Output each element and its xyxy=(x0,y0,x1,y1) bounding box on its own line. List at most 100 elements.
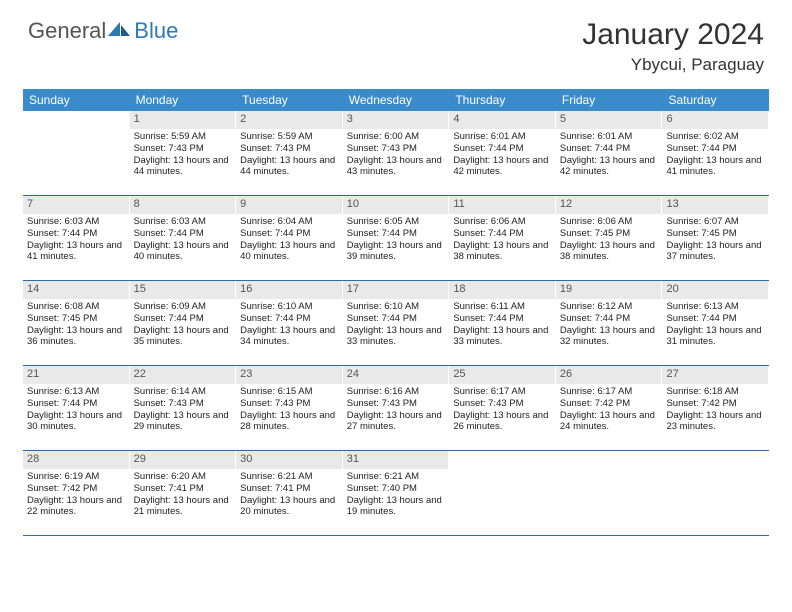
calendar-day: 31Sunrise: 6:21 AMSunset: 7:40 PMDayligh… xyxy=(343,451,450,535)
calendar-week: 14Sunrise: 6:08 AMSunset: 7:45 PMDayligh… xyxy=(23,281,769,366)
brand-text-blue: Blue xyxy=(134,18,178,44)
sunset-text: Sunset: 7:44 PM xyxy=(666,313,764,325)
sunset-text: Sunset: 7:45 PM xyxy=(27,313,125,325)
day-body: Sunrise: 6:06 AMSunset: 7:45 PMDaylight:… xyxy=(556,214,662,268)
calendar-day: . xyxy=(662,451,769,535)
day-number: 25 xyxy=(449,366,555,384)
sunrise-text: Sunrise: 6:13 AM xyxy=(27,386,125,398)
sunset-text: Sunset: 7:44 PM xyxy=(560,313,658,325)
day-number: 6 xyxy=(662,111,768,129)
sunrise-text: Sunrise: 6:00 AM xyxy=(347,131,445,143)
calendar-day: 14Sunrise: 6:08 AMSunset: 7:45 PMDayligh… xyxy=(23,281,130,365)
sunrise-text: Sunrise: 6:21 AM xyxy=(347,471,445,483)
sunset-text: Sunset: 7:44 PM xyxy=(453,143,551,155)
day-number: 1 xyxy=(130,111,236,129)
sunset-text: Sunset: 7:44 PM xyxy=(240,313,338,325)
day-body: Sunrise: 6:15 AMSunset: 7:43 PMDaylight:… xyxy=(236,384,342,438)
calendar-week: .1Sunrise: 5:59 AMSunset: 7:43 PMDayligh… xyxy=(23,111,769,196)
sunset-text: Sunset: 7:41 PM xyxy=(134,483,232,495)
day-number: 30 xyxy=(236,451,342,469)
calendar-day: 2Sunrise: 5:59 AMSunset: 7:43 PMDaylight… xyxy=(236,111,343,195)
day-body: Sunrise: 6:21 AMSunset: 7:40 PMDaylight:… xyxy=(343,469,449,523)
sunrise-text: Sunrise: 6:14 AM xyxy=(134,386,232,398)
calendar-day: 19Sunrise: 6:12 AMSunset: 7:44 PMDayligh… xyxy=(556,281,663,365)
day-body: Sunrise: 6:20 AMSunset: 7:41 PMDaylight:… xyxy=(130,469,236,523)
day-number: 14 xyxy=(23,281,129,299)
day-number: 7 xyxy=(23,196,129,214)
daylight-text: Daylight: 13 hours and 44 minutes. xyxy=(240,155,338,179)
daylight-text: Daylight: 13 hours and 32 minutes. xyxy=(560,325,658,349)
day-body: Sunrise: 6:18 AMSunset: 7:42 PMDaylight:… xyxy=(662,384,768,438)
sunset-text: Sunset: 7:43 PM xyxy=(453,398,551,410)
sunrise-text: Sunrise: 6:10 AM xyxy=(347,301,445,313)
day-number: 2 xyxy=(236,111,342,129)
daylight-text: Daylight: 13 hours and 37 minutes. xyxy=(666,240,764,264)
sunset-text: Sunset: 7:40 PM xyxy=(347,483,445,495)
sunrise-text: Sunrise: 6:17 AM xyxy=(560,386,658,398)
daylight-text: Daylight: 13 hours and 41 minutes. xyxy=(666,155,764,179)
daylight-text: Daylight: 13 hours and 36 minutes. xyxy=(27,325,125,349)
calendar-day: 28Sunrise: 6:19 AMSunset: 7:42 PMDayligh… xyxy=(23,451,130,535)
calendar-day: 3Sunrise: 6:00 AMSunset: 7:43 PMDaylight… xyxy=(343,111,450,195)
day-body: Sunrise: 6:21 AMSunset: 7:41 PMDaylight:… xyxy=(236,469,342,523)
day-number: 5 xyxy=(556,111,662,129)
daylight-text: Daylight: 13 hours and 23 minutes. xyxy=(666,410,764,434)
sunset-text: Sunset: 7:43 PM xyxy=(347,143,445,155)
dow-tuesday: Tuesday xyxy=(236,89,343,111)
brand-logo: General Blue xyxy=(28,18,178,44)
calendar-day: 30Sunrise: 6:21 AMSunset: 7:41 PMDayligh… xyxy=(236,451,343,535)
sunrise-text: Sunrise: 6:06 AM xyxy=(560,216,658,228)
sunset-text: Sunset: 7:44 PM xyxy=(560,143,658,155)
calendar-day: 5Sunrise: 6:01 AMSunset: 7:44 PMDaylight… xyxy=(556,111,663,195)
daylight-text: Daylight: 13 hours and 26 minutes. xyxy=(453,410,551,434)
calendar-day: 22Sunrise: 6:14 AMSunset: 7:43 PMDayligh… xyxy=(130,366,237,450)
day-body: Sunrise: 5:59 AMSunset: 7:43 PMDaylight:… xyxy=(130,129,236,183)
day-body: Sunrise: 6:17 AMSunset: 7:43 PMDaylight:… xyxy=(449,384,555,438)
sunset-text: Sunset: 7:44 PM xyxy=(453,228,551,240)
sunrise-text: Sunrise: 6:06 AM xyxy=(453,216,551,228)
calendar-day: 10Sunrise: 6:05 AMSunset: 7:44 PMDayligh… xyxy=(343,196,450,280)
sunrise-text: Sunrise: 6:02 AM xyxy=(666,131,764,143)
dow-sunday: Sunday xyxy=(23,89,130,111)
calendar-day: 25Sunrise: 6:17 AMSunset: 7:43 PMDayligh… xyxy=(449,366,556,450)
calendar-week: 21Sunrise: 6:13 AMSunset: 7:44 PMDayligh… xyxy=(23,366,769,451)
calendar-day: 20Sunrise: 6:13 AMSunset: 7:44 PMDayligh… xyxy=(662,281,769,365)
day-number: 10 xyxy=(343,196,449,214)
day-number: 13 xyxy=(662,196,768,214)
day-body: Sunrise: 6:13 AMSunset: 7:44 PMDaylight:… xyxy=(23,384,129,438)
sunset-text: Sunset: 7:41 PM xyxy=(240,483,338,495)
day-body: Sunrise: 6:16 AMSunset: 7:43 PMDaylight:… xyxy=(343,384,449,438)
title-block: January 2024 Ybycui, Paraguay xyxy=(582,18,764,75)
day-body: Sunrise: 5:59 AMSunset: 7:43 PMDaylight:… xyxy=(236,129,342,183)
daylight-text: Daylight: 13 hours and 38 minutes. xyxy=(560,240,658,264)
sunset-text: Sunset: 7:43 PM xyxy=(240,143,338,155)
daylight-text: Daylight: 13 hours and 40 minutes. xyxy=(240,240,338,264)
day-number: 12 xyxy=(556,196,662,214)
sunset-text: Sunset: 7:42 PM xyxy=(666,398,764,410)
daylight-text: Daylight: 13 hours and 34 minutes. xyxy=(240,325,338,349)
day-of-week-header: Sunday Monday Tuesday Wednesday Thursday… xyxy=(23,89,769,111)
daylight-text: Daylight: 13 hours and 21 minutes. xyxy=(134,495,232,519)
day-body: Sunrise: 6:19 AMSunset: 7:42 PMDaylight:… xyxy=(23,469,129,523)
location-label: Ybycui, Paraguay xyxy=(582,55,764,75)
sunset-text: Sunset: 7:44 PM xyxy=(453,313,551,325)
dow-thursday: Thursday xyxy=(449,89,556,111)
day-body: Sunrise: 6:03 AMSunset: 7:44 PMDaylight:… xyxy=(23,214,129,268)
calendar-day: 1Sunrise: 5:59 AMSunset: 7:43 PMDaylight… xyxy=(130,111,237,195)
day-number: 15 xyxy=(130,281,236,299)
day-number: 4 xyxy=(449,111,555,129)
daylight-text: Daylight: 13 hours and 24 minutes. xyxy=(560,410,658,434)
dow-friday: Friday xyxy=(556,89,663,111)
calendar-grid: Sunday Monday Tuesday Wednesday Thursday… xyxy=(23,89,769,536)
sunrise-text: Sunrise: 6:16 AM xyxy=(347,386,445,398)
sunrise-text: Sunrise: 6:01 AM xyxy=(453,131,551,143)
day-body: Sunrise: 6:09 AMSunset: 7:44 PMDaylight:… xyxy=(130,299,236,353)
day-body: Sunrise: 6:01 AMSunset: 7:44 PMDaylight:… xyxy=(556,129,662,183)
day-body: Sunrise: 6:17 AMSunset: 7:42 PMDaylight:… xyxy=(556,384,662,438)
calendar-day: 8Sunrise: 6:03 AMSunset: 7:44 PMDaylight… xyxy=(130,196,237,280)
daylight-text: Daylight: 13 hours and 44 minutes. xyxy=(134,155,232,179)
sunrise-text: Sunrise: 5:59 AM xyxy=(134,131,232,143)
calendar-day: 11Sunrise: 6:06 AMSunset: 7:44 PMDayligh… xyxy=(449,196,556,280)
daylight-text: Daylight: 13 hours and 38 minutes. xyxy=(453,240,551,264)
daylight-text: Daylight: 13 hours and 28 minutes. xyxy=(240,410,338,434)
